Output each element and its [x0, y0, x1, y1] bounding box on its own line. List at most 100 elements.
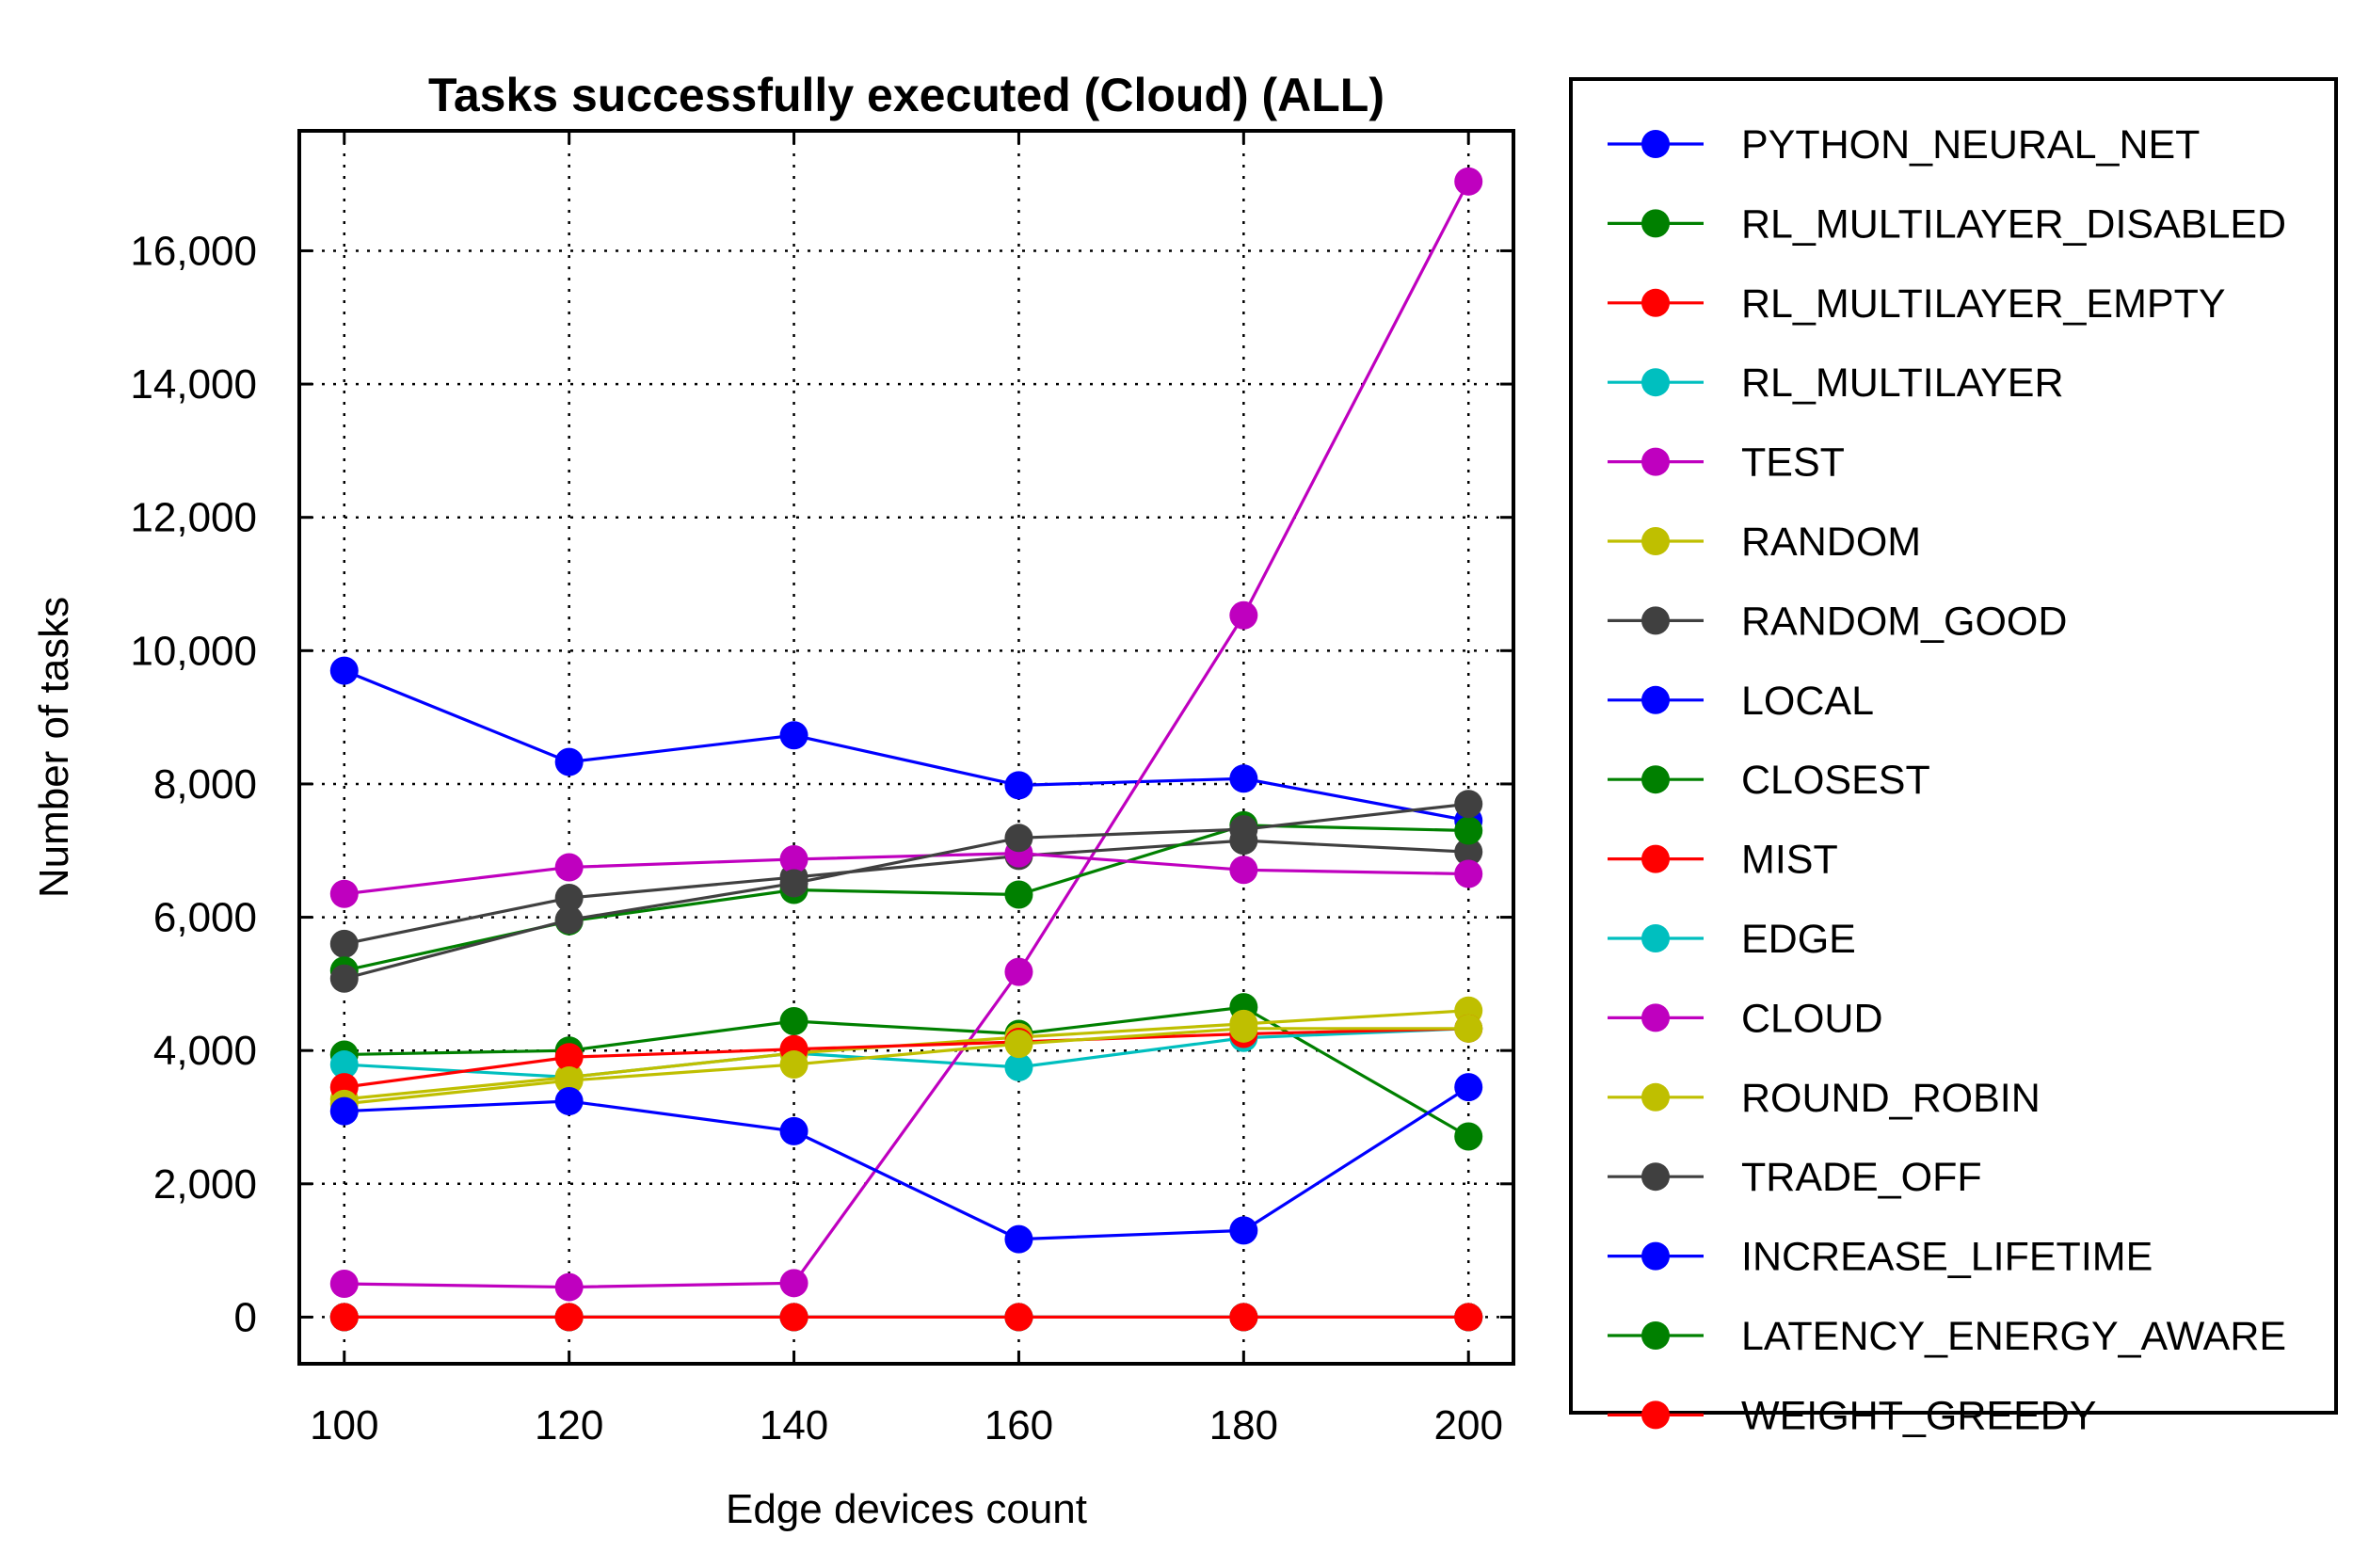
- x-tick-label: 200: [1434, 1402, 1503, 1448]
- data-point: [1229, 600, 1258, 630]
- legend-entry: LATENCY_ENERGY_AWARE: [1608, 1314, 2286, 1359]
- data-point: [1454, 1303, 1483, 1332]
- data-point: [1004, 1030, 1033, 1059]
- data-point: [1004, 1303, 1033, 1332]
- legend-label: INCREASE_LIFETIME: [1741, 1235, 2153, 1280]
- legend-swatch-marker: [1641, 288, 1670, 317]
- data-point: [554, 1272, 584, 1302]
- data-point: [1004, 880, 1033, 909]
- series-line: [344, 802, 1469, 981]
- legend-swatch-marker: [1641, 1162, 1670, 1192]
- legend-label: LOCAL: [1741, 679, 1874, 724]
- legend-swatch-marker: [1641, 527, 1670, 555]
- legend-swatch-marker: [1641, 1321, 1670, 1350]
- legend-label: RL_MULTILAYER_EMPTY: [1741, 281, 2226, 327]
- legend-swatch-marker: [1641, 844, 1670, 873]
- legend-swatch-marker: [1641, 447, 1670, 476]
- legend-swatch-marker: [1641, 1241, 1670, 1271]
- legend-label: TRADE_OFF: [1741, 1155, 1982, 1200]
- y-tick-label: 8,000: [153, 761, 257, 808]
- data-point: [779, 844, 808, 873]
- data-point: [1454, 859, 1483, 888]
- y-tick-label: 16,000: [130, 228, 257, 274]
- y-tick-label: 4,000: [153, 1028, 257, 1074]
- legend-entry: WEIGHT_GREEDY: [1608, 1393, 2097, 1438]
- legend-label: WEIGHT_GREEDY: [1741, 1393, 2097, 1438]
- y-tick-label: 14,000: [130, 361, 257, 408]
- data-point: [1454, 1122, 1483, 1151]
- series-line: [344, 851, 1469, 896]
- data-point: [779, 1116, 808, 1145]
- legend-label: ROUND_ROBIN: [1741, 1076, 2041, 1121]
- legend-swatch-marker: [1641, 685, 1670, 714]
- data-point: [779, 1007, 808, 1036]
- data-point: [1454, 1073, 1483, 1102]
- data-point: [779, 869, 808, 898]
- x-tick-label: 120: [535, 1402, 603, 1448]
- data-point: [554, 853, 584, 882]
- legend-label: RL_MULTILAYER: [1741, 360, 2064, 406]
- data-point: [1454, 1014, 1483, 1043]
- legend-label: PYTHON_NEURAL_NET: [1741, 122, 2200, 168]
- data-point: [1454, 816, 1483, 845]
- series-group: [329, 167, 1483, 1332]
- data-point: [779, 1050, 808, 1080]
- legend-entry: RL_MULTILAYER_DISABLED: [1608, 201, 2286, 247]
- legend-entry: ROUND_ROBIN: [1608, 1076, 2041, 1121]
- legend-label: RANDOM_GOOD: [1741, 599, 2067, 644]
- data-point: [1004, 957, 1033, 986]
- legend-box: [1569, 77, 2338, 1415]
- y-tick-label: 12,000: [130, 495, 257, 541]
- legend-label: RL_MULTILAYER_DISABLED: [1741, 201, 2286, 247]
- plot-frame: [297, 129, 1515, 1366]
- x-tick-label: 100: [310, 1402, 378, 1448]
- data-point: [329, 656, 359, 685]
- series-line: [344, 1027, 1469, 1089]
- y-tick-label: 2,000: [153, 1161, 257, 1208]
- series-line: [344, 1085, 1470, 1241]
- legend-label: MIST: [1741, 838, 1838, 883]
- data-point: [554, 1043, 584, 1072]
- data-point: [554, 1066, 584, 1096]
- data-point: [329, 879, 359, 908]
- data-point: [1454, 167, 1483, 196]
- axis-ticks: 100 120 140 160 180 200 0 2,000 4,000 6,000 8,000 1…: [130, 131, 1513, 1448]
- legend-swatch-marker: [1641, 1003, 1670, 1032]
- legend-entry: TRADE_OFF: [1608, 1155, 1982, 1200]
- series: [329, 1073, 1483, 1254]
- legend-label: EDGE: [1741, 917, 1856, 962]
- legend-entry: INCREASE_LIFETIME: [1608, 1235, 2153, 1280]
- series-line: [344, 839, 1469, 946]
- series-line: [344, 669, 1469, 823]
- data-point: [329, 1096, 359, 1126]
- legend-entry: MIST: [1608, 838, 1838, 883]
- legend-entry: CLOSEST: [1608, 758, 1930, 803]
- data-point: [1004, 1052, 1033, 1081]
- legend-swatch-marker: [1641, 1400, 1670, 1430]
- data-point: [329, 1050, 359, 1080]
- legend-entry: RANDOM_GOOD: [1608, 599, 2067, 644]
- chart-title: Tasks successfully executed (Cloud) (ALL…: [428, 69, 1385, 121]
- data-point: [1229, 1216, 1258, 1245]
- series-line: [344, 181, 1470, 1289]
- data-point: [1229, 815, 1258, 844]
- data-point: [329, 1270, 359, 1299]
- data-point: [329, 929, 359, 958]
- data-point: [779, 1269, 808, 1298]
- legend-entry: LOCAL: [1608, 679, 1874, 724]
- x-tick-label: 140: [760, 1402, 828, 1448]
- x-axis-label: Edge devices count: [726, 1486, 1087, 1532]
- y-tick-label: 6,000: [153, 895, 257, 941]
- data-point: [554, 747, 584, 776]
- data-point: [554, 1087, 584, 1116]
- data-point: [329, 964, 359, 993]
- series-line: [344, 1027, 1469, 1080]
- data-point: [779, 721, 808, 750]
- legend-entry: RL_MULTILAYER: [1608, 360, 2064, 406]
- series: [329, 1303, 1483, 1332]
- legend-label: RANDOM: [1741, 520, 1921, 565]
- data-point: [1004, 824, 1033, 853]
- legend-swatch-marker: [1641, 765, 1670, 794]
- legend-label: TEST: [1741, 440, 1845, 486]
